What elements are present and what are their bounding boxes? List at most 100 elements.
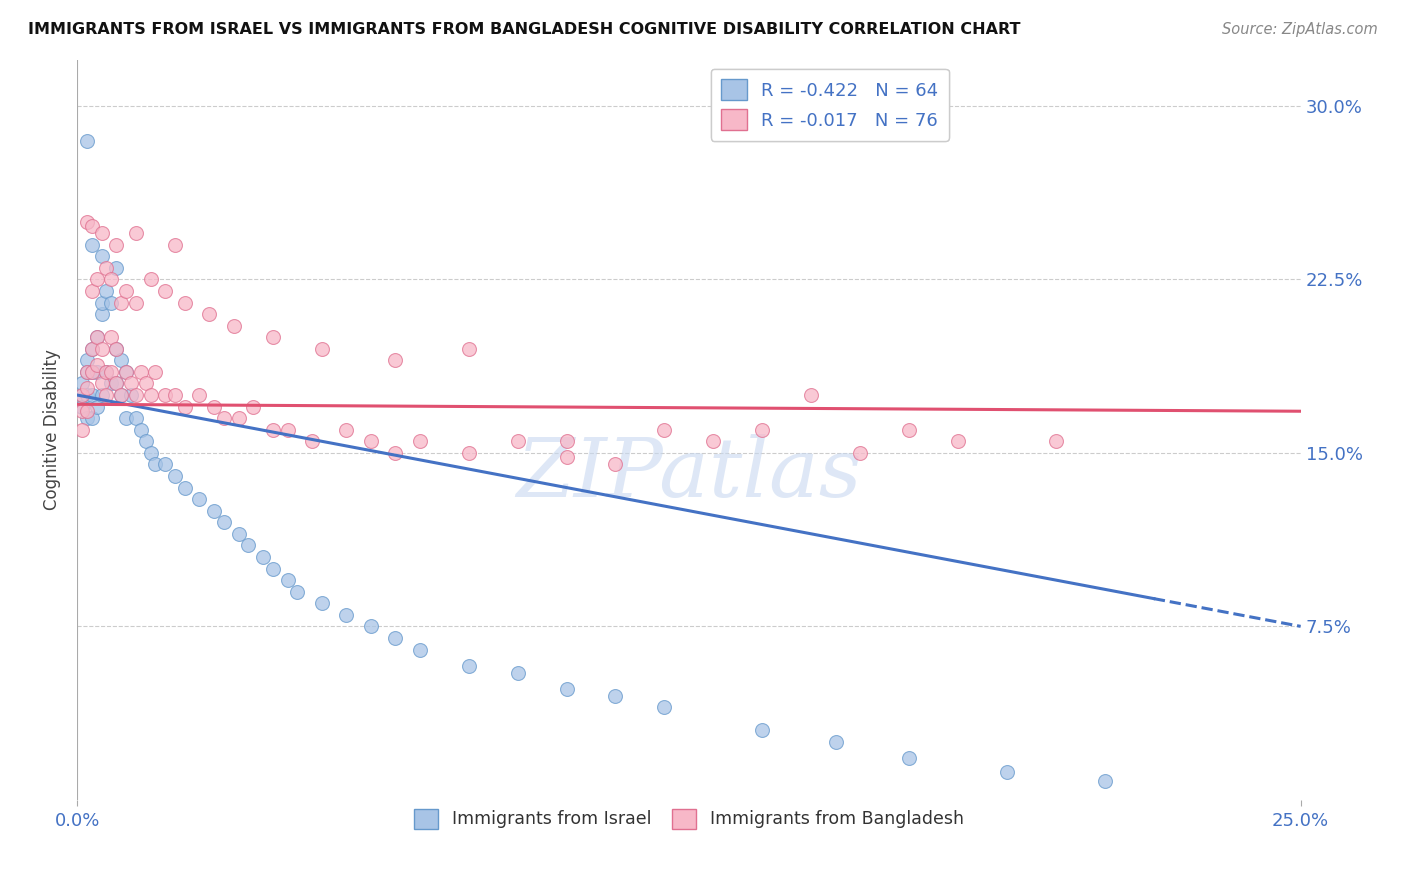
Point [555, 434, 578, 449]
Point [80, 284, 103, 298]
Point [262, 561, 284, 575]
Point [946, 434, 969, 449]
Point [80, 219, 103, 234]
Point [654, 700, 676, 714]
Text: Source: ZipAtlas.com: Source: ZipAtlas.com [1222, 22, 1378, 37]
Point [129, 423, 152, 437]
Point [457, 342, 479, 356]
Point [105, 376, 128, 391]
Text: ZIPatlas: ZIPatlas [516, 434, 862, 514]
Point [153, 458, 176, 472]
Point [76, 134, 98, 148]
Point [80, 411, 103, 425]
Point [849, 446, 872, 460]
Point [145, 458, 167, 472]
Point [360, 434, 382, 449]
Point [105, 376, 128, 391]
Point [139, 388, 162, 402]
Point [80, 365, 103, 379]
Point [115, 411, 138, 425]
Point [335, 607, 357, 622]
Point [86, 358, 108, 372]
Point [173, 295, 195, 310]
Point [105, 260, 128, 275]
Point [110, 353, 132, 368]
Point [100, 272, 122, 286]
Point [173, 400, 195, 414]
Point [120, 376, 142, 391]
Point [115, 365, 138, 379]
Point [202, 504, 225, 518]
Point [125, 295, 148, 310]
Point [105, 342, 128, 356]
Point [100, 295, 122, 310]
Point [262, 423, 284, 437]
Point [285, 584, 308, 599]
Point [90, 226, 112, 240]
Point [100, 365, 122, 379]
Point [702, 434, 724, 449]
Point [335, 423, 357, 437]
Point [86, 330, 108, 344]
Point [311, 596, 333, 610]
Point [90, 295, 112, 310]
Point [90, 342, 112, 356]
Point [76, 388, 98, 402]
Point [76, 404, 98, 418]
Text: IMMIGRANTS FROM ISRAEL VS IMMIGRANTS FROM BANGLADESH COGNITIVE DISABILITY CORREL: IMMIGRANTS FROM ISRAEL VS IMMIGRANTS FRO… [28, 22, 1021, 37]
Point [751, 423, 773, 437]
Point [90, 307, 112, 321]
Point [135, 434, 157, 449]
Point [228, 526, 250, 541]
Point [153, 284, 176, 298]
Point [80, 342, 103, 356]
Y-axis label: Cognitive Disability: Cognitive Disability [44, 350, 60, 510]
Point [139, 446, 162, 460]
Point [198, 307, 221, 321]
Point [506, 665, 529, 680]
Point [654, 423, 676, 437]
Point [222, 318, 245, 333]
Point [202, 400, 225, 414]
Point [262, 330, 284, 344]
Point [238, 538, 260, 552]
Point [277, 573, 299, 587]
Point [96, 260, 118, 275]
Point [110, 388, 132, 402]
Point [408, 434, 430, 449]
Point [96, 388, 118, 402]
Point [96, 365, 118, 379]
Point [153, 388, 176, 402]
Point [80, 342, 103, 356]
Point [173, 481, 195, 495]
Point [301, 434, 323, 449]
Point [751, 723, 773, 738]
Point [76, 381, 98, 395]
Point [506, 434, 529, 449]
Point [86, 400, 108, 414]
Point [80, 365, 103, 379]
Point [100, 376, 122, 391]
Point [110, 388, 132, 402]
Point [163, 469, 186, 483]
Point [252, 549, 274, 564]
Point [120, 388, 142, 402]
Point [228, 411, 250, 425]
Point [384, 353, 406, 368]
Point [86, 330, 108, 344]
Point [457, 446, 479, 460]
Point [76, 365, 98, 379]
Point [76, 214, 98, 228]
Point [139, 272, 162, 286]
Point [96, 365, 118, 379]
Point [90, 376, 112, 391]
Point [408, 642, 430, 657]
Point [115, 284, 138, 298]
Point [125, 388, 148, 402]
Point [277, 423, 299, 437]
Point [70, 404, 93, 418]
Point [188, 388, 211, 402]
Point [135, 376, 157, 391]
Point [242, 400, 264, 414]
Point [384, 446, 406, 460]
